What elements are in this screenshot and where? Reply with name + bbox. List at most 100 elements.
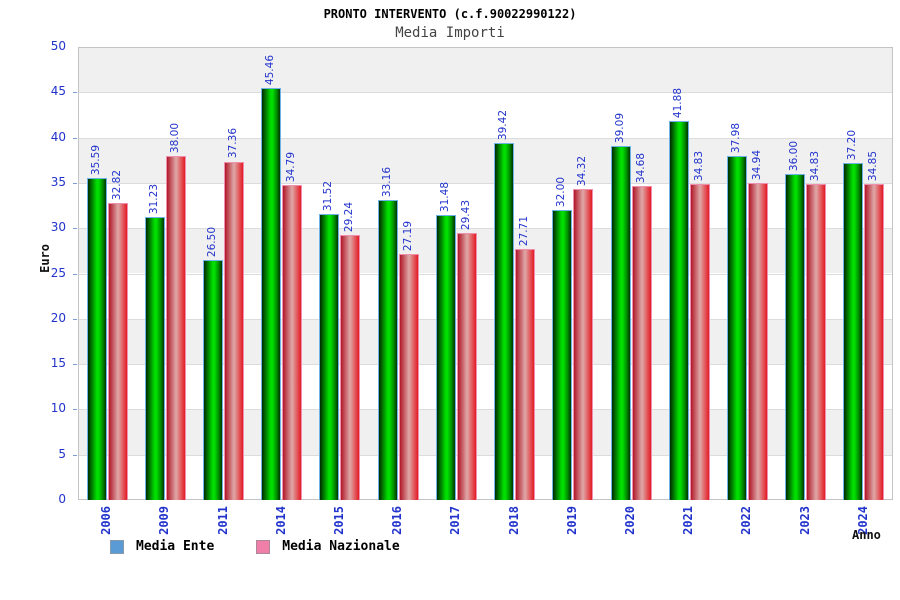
- plot-band: [78, 454, 893, 500]
- y-axis-tick-mark: [73, 228, 77, 230]
- x-axis-label: 2021: [681, 506, 696, 535]
- bar-value-label: 34.83: [692, 151, 705, 182]
- gridline: [78, 454, 893, 456]
- y-axis-tick-mark: [73, 182, 77, 184]
- x-axis-label: 2014: [273, 506, 288, 535]
- bar-value-label: 27.71: [518, 215, 531, 246]
- y-axis-tick-label: 40: [50, 129, 66, 144]
- bar-value-label: 29.43: [459, 200, 472, 231]
- bar-value-label: 37.98: [729, 122, 742, 153]
- bar-value-label: 31.23: [147, 184, 160, 215]
- legend-label-media-nazionale: Media Nazionale: [282, 539, 400, 554]
- legend-label-media-ente: Media Ente: [136, 539, 215, 554]
- y-axis-tick-mark: [73, 364, 77, 366]
- x-axis-label: 2018: [506, 506, 521, 535]
- legend-swatch-media-ente: [110, 539, 124, 554]
- bar-media-ente: [843, 162, 864, 500]
- x-axis-label: 2020: [623, 506, 638, 535]
- gridline: [78, 318, 893, 320]
- bar-value-label: 45.46: [264, 55, 277, 86]
- y-axis-tick-label: 30: [50, 220, 66, 235]
- bar-value-label: 34.68: [634, 152, 647, 183]
- x-axis-label: 2015: [331, 506, 346, 535]
- x-axis-label: 2011: [215, 506, 230, 535]
- x-axis-label: 2009: [157, 506, 172, 535]
- bar-media-nazionale: [864, 184, 885, 500]
- y-axis-tick-mark: [73, 409, 77, 411]
- bar-media-ente: [319, 214, 340, 500]
- bar-value-label: 39.09: [613, 112, 626, 143]
- bar-value-label: 38.00: [168, 122, 181, 153]
- y-axis-tick-mark: [73, 92, 77, 94]
- y-axis-tick-mark: [73, 273, 77, 275]
- bar-media-ente: [610, 145, 631, 500]
- y-axis-tick-label: 25: [50, 265, 66, 280]
- plot-band: [78, 228, 893, 274]
- gridline: [78, 364, 893, 366]
- plot-band: [78, 47, 893, 93]
- bar-value-label: 31.48: [438, 181, 451, 212]
- bar-value-label: 32.82: [110, 169, 123, 200]
- bar-media-nazionale: [165, 155, 186, 500]
- bar-value-label: 34.79: [285, 151, 298, 182]
- chart-subtitle: Media Importi: [395, 25, 505, 41]
- x-axis-label: 2019: [564, 506, 579, 535]
- plot-band: [78, 273, 893, 319]
- gridline: [78, 92, 893, 94]
- bar-value-label: 26.50: [206, 226, 219, 257]
- bar-media-nazionale: [747, 183, 768, 500]
- bar-media-ente: [785, 173, 806, 500]
- bar-media-nazionale: [573, 189, 594, 500]
- gridline: [78, 409, 893, 411]
- bar-value-label: 31.52: [322, 181, 335, 212]
- y-axis-tick-label: 45: [50, 84, 66, 99]
- x-axis-label: 2023: [797, 506, 812, 535]
- bar-value-label: 37.36: [227, 128, 240, 159]
- bar-media-ente: [726, 155, 747, 500]
- bar-value-label: 41.88: [671, 87, 684, 118]
- bar-media-ente: [203, 259, 224, 500]
- bar-media-ente: [86, 177, 107, 500]
- y-axis-tick-mark: [73, 137, 77, 139]
- bar-media-nazionale: [282, 184, 303, 500]
- y-axis-tick-label: 50: [50, 39, 66, 53]
- y-axis-tick-label: 35: [50, 174, 66, 189]
- bar-value-label: 34.83: [809, 151, 822, 182]
- bar-value-label: 33.16: [380, 166, 393, 197]
- gridline: [78, 137, 893, 139]
- y-axis-tick-label: 10: [50, 401, 66, 416]
- y-axis-tick-mark: [73, 454, 77, 456]
- y-axis-tick-label: 20: [50, 310, 66, 325]
- plot-band: [78, 318, 893, 365]
- bar-media-ente: [144, 217, 165, 500]
- y-axis-tick-mark: [73, 318, 77, 320]
- legend-swatch-media-nazionale: [256, 539, 271, 554]
- bar-value-label: 29.24: [343, 202, 356, 233]
- y-axis-tick-label: 5: [58, 446, 66, 461]
- y-axis-tick-label: 0: [58, 492, 66, 506]
- bar-media-ente: [668, 120, 689, 500]
- bar-value-label: 34.85: [867, 151, 880, 182]
- bar-media-nazionale: [631, 185, 652, 500]
- plot-band: [78, 137, 893, 183]
- bar-media-ente: [435, 214, 456, 500]
- plot-band: [78, 409, 893, 455]
- bar-value-label: 35.59: [89, 144, 102, 175]
- x-axis-label: 2006: [99, 506, 114, 535]
- x-axis-label: 2016: [390, 506, 405, 535]
- chart-title: PRONTO INTERVENTO (c.f.90022990122): [323, 7, 577, 21]
- bar-value-label: 34.32: [576, 156, 589, 187]
- bar-value-label: 32.00: [555, 177, 568, 208]
- bar-media-ente: [261, 88, 282, 500]
- gridline: [78, 182, 893, 184]
- bar-media-nazionale: [689, 184, 710, 500]
- y-axis-tick-label: 15: [50, 356, 66, 371]
- bar-media-ente: [552, 210, 573, 500]
- bar-value-label: 37.20: [846, 129, 859, 160]
- legend: Media Ente Media Nazionale: [110, 539, 400, 554]
- plot-band: [78, 364, 893, 410]
- y-axis-title: Euro: [38, 244, 52, 273]
- plot-band: [78, 92, 893, 138]
